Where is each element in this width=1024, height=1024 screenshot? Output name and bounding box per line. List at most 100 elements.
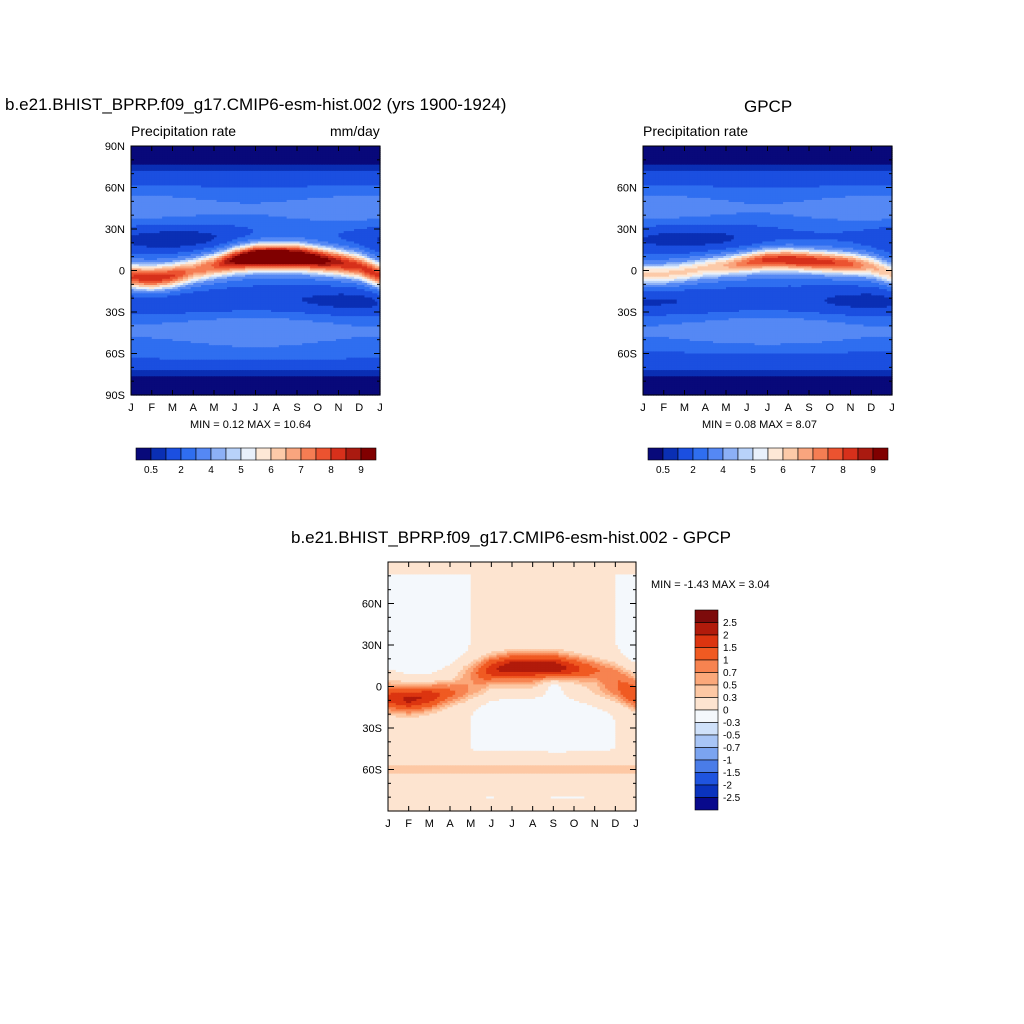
- colorbar-label: 2: [723, 631, 729, 642]
- colorbar-label: 1: [723, 656, 729, 667]
- colorbar-swatch: [827, 447, 844, 461]
- y-tick-label: 60S: [105, 349, 125, 361]
- colorbar-label: 0.7: [723, 668, 737, 679]
- colorbar-swatch: [647, 447, 664, 461]
- colorbar-swatch: [694, 622, 719, 636]
- colorbar-label: 9: [870, 465, 876, 476]
- x-tick-label: D: [867, 402, 875, 414]
- x-tick-label: M: [425, 818, 434, 830]
- colorbar-swatch: [195, 447, 212, 461]
- colorbar-swatch: [345, 447, 362, 461]
- panel2-title: GPCP: [744, 97, 792, 117]
- y-tick-label: 0: [376, 682, 382, 694]
- colorbar-swatch: [694, 684, 719, 698]
- y-tick-label: 30S: [362, 723, 382, 735]
- x-tick-label: J: [633, 818, 639, 830]
- colorbar-swatch: [694, 734, 719, 748]
- x-tick-label: A: [529, 818, 537, 830]
- x-tick-label: J: [385, 818, 391, 830]
- colorbar-label: 0: [723, 706, 729, 717]
- colorbar-swatch: [165, 447, 182, 461]
- colorbar-label: -0.7: [723, 743, 741, 754]
- colorbar-swatch: [662, 447, 679, 461]
- y-tick-label: 60N: [617, 183, 637, 195]
- x-tick-label: D: [611, 818, 619, 830]
- colorbar-swatch: [767, 447, 784, 461]
- colorbar-swatch: [872, 447, 889, 461]
- x-tick-label: A: [446, 818, 454, 830]
- colorbar-swatch: [722, 447, 739, 461]
- x-tick-label: M: [721, 402, 730, 414]
- colorbar-swatch: [240, 447, 257, 461]
- colorbar-label: 7: [810, 465, 816, 476]
- y-tick-label: 90S: [105, 390, 125, 402]
- y-tick-label: 30S: [105, 307, 125, 319]
- x-tick-label: N: [591, 818, 599, 830]
- panel1-min-max: MIN = 0.12 MAX = 10.64: [190, 419, 311, 431]
- colorbar-label: 8: [840, 465, 846, 476]
- colorbar-swatch: [737, 447, 754, 461]
- colorbar-swatch: [694, 797, 719, 811]
- colorbar-label: 0.5: [723, 681, 737, 692]
- panel1-variable-label: Precipitation rate: [131, 123, 236, 139]
- x-tick-label: S: [550, 818, 557, 830]
- colorbar-swatch: [210, 447, 227, 461]
- panel3-colorbar: 2.5 21.5 10.7 0.50.3 0-0.3 -0.5-0.7 -1-1.5 -2-2…: [694, 609, 741, 811]
- colorbar-swatch: [694, 647, 719, 661]
- colorbar-swatch: [694, 772, 719, 786]
- colorbar-swatch: [225, 447, 242, 461]
- colorbar-swatch: [694, 634, 719, 648]
- colorbar-swatch: [857, 447, 874, 461]
- x-tick-label: D: [355, 402, 363, 414]
- colorbar-swatch: [812, 447, 829, 461]
- colorbar-label: 6: [268, 465, 274, 476]
- colorbar-swatch: [694, 722, 719, 736]
- x-tick-label: J: [128, 402, 134, 414]
- colorbar-label: 2: [178, 465, 184, 476]
- colorbar-swatch: [677, 447, 694, 461]
- colorbar-swatch: [782, 447, 799, 461]
- colorbar-swatch: [694, 759, 719, 773]
- colorbar-label: 9: [358, 465, 364, 476]
- y-tick-label: 60N: [105, 183, 125, 195]
- colorbar-label: -1.5: [723, 768, 741, 779]
- contour-cells: [643, 146, 893, 396]
- colorbar-label: 0.5: [144, 465, 158, 476]
- x-tick-label: A: [190, 402, 198, 414]
- y-tick-label: 90N: [105, 141, 125, 153]
- colorbar-swatch: [752, 447, 769, 461]
- colorbar-label: 4: [208, 465, 214, 476]
- x-tick-label: M: [168, 402, 177, 414]
- x-tick-label: S: [293, 402, 300, 414]
- colorbar-swatch: [360, 447, 377, 461]
- x-tick-label: F: [405, 818, 412, 830]
- colorbar-swatch: [694, 697, 719, 711]
- colorbar-swatch: [255, 447, 272, 461]
- y-tick-label: 30N: [617, 224, 637, 236]
- colorbar-label: -1: [723, 756, 732, 767]
- x-tick-label: F: [148, 402, 155, 414]
- colorbar-swatch: [135, 447, 152, 461]
- colorbar-swatch: [694, 784, 719, 798]
- x-tick-label: O: [825, 402, 834, 414]
- panel1-colorbar: 0.5 2 4 5 6 7 8 9: [135, 447, 377, 476]
- colorbar-label: 5: [238, 465, 244, 476]
- x-tick-label: F: [660, 402, 667, 414]
- colorbar-label: 2: [690, 465, 696, 476]
- colorbar-label: 2.5: [723, 618, 737, 629]
- colorbar-label: -2.5: [723, 793, 741, 804]
- panel1-title: b.e21.BHIST_BPRP.f09_g17.CMIP6-esm-hist.…: [5, 95, 506, 115]
- colorbar-swatch: [694, 747, 719, 761]
- colorbar-label: -0.5: [723, 731, 741, 742]
- colorbar-label: 6: [780, 465, 786, 476]
- y-tick-label: 0: [119, 266, 125, 278]
- colorbar-swatch: [330, 447, 347, 461]
- colorbar-label: -2: [723, 781, 732, 792]
- panel3-min-max: MIN = -1.43 MAX = 3.04: [651, 579, 770, 591]
- colorbar-swatch: [285, 447, 302, 461]
- colorbar-swatch: [694, 709, 719, 723]
- colorbar-label: 5: [750, 465, 756, 476]
- panel2-variable-label: Precipitation rate: [643, 123, 748, 139]
